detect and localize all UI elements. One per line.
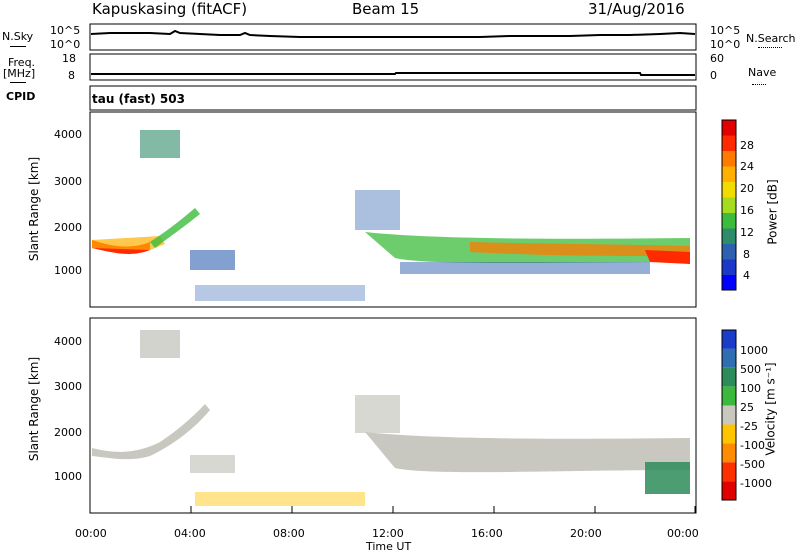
power-cbar-tick-2: 20 [740, 182, 754, 195]
velocity-right-upper [355, 395, 400, 433]
nsky-trace [90, 29, 696, 38]
freq-label-1: Freq. [8, 56, 36, 69]
velocity-ytick-1000: 1000 [54, 470, 82, 483]
freq-legend-line [10, 82, 26, 83]
nave-tick-top: 60 [710, 52, 724, 65]
power-cbar-tick-5: 8 [743, 248, 750, 261]
power-band-left-green [150, 208, 200, 248]
velocity-patch-mid [190, 455, 235, 473]
power-ytick-4000: 4000 [54, 128, 82, 141]
nsearch-label: N.Search [746, 32, 796, 45]
xtick-5: 20:00 [570, 527, 602, 540]
velocity-cbar-tick-4: -25 [740, 420, 758, 433]
power-patch-2 [190, 250, 235, 270]
power-near-range [195, 285, 365, 301]
date-title: 31/Aug/2016 [588, 0, 685, 18]
beam-title: Beam 15 [352, 0, 420, 18]
velocity-cbar-tick-6: -500 [740, 458, 765, 471]
cpid-panel [89, 85, 697, 111]
cpid-label: CPID [6, 90, 36, 103]
power-ytick-1000: 1000 [54, 264, 82, 277]
nave-legend-line [752, 84, 766, 85]
cpid-text: tau (fast) 503 [92, 92, 185, 106]
power-band-left-orange [92, 236, 165, 250]
power-cbar-tick-1: 24 [740, 160, 754, 173]
power-cbar-tick-6: 4 [743, 269, 750, 282]
velocity-cbar-tick-1: 500 [740, 363, 761, 376]
power-ytick-2000: 2000 [54, 221, 82, 234]
velocity-right-green [645, 462, 690, 494]
velocity-ytick-4000: 4000 [54, 335, 82, 348]
velocity-colorbar [721, 329, 737, 501]
xtick-1: 04:00 [174, 527, 206, 540]
nsky-tick-top: 10^5 [50, 24, 81, 37]
power-right-upper [355, 190, 400, 230]
velocity-near-range [195, 492, 365, 506]
power-cbar-tick-0: 28 [740, 139, 754, 152]
velocity-band-left [92, 404, 210, 460]
velocity-ytick-2000: 2000 [54, 426, 82, 439]
velocity-cbar-tick-7: -1000 [740, 477, 772, 490]
velocity-ytick-3000: 3000 [54, 380, 82, 393]
xtick-2: 08:00 [273, 527, 305, 540]
nsearch-tick-bottom: 10^0 [710, 38, 741, 51]
xtick-0: 00:00 [75, 527, 107, 540]
power-ytick-3000: 3000 [54, 175, 82, 188]
freq-panel [89, 53, 697, 81]
freq-tick-bottom: 8 [68, 69, 75, 82]
station-title: Kapuskasing (fitACF) [92, 0, 248, 18]
power-band-right-strong [470, 242, 690, 256]
power-cbar-tick-3: 16 [740, 204, 754, 217]
xtick-4: 16:00 [471, 527, 503, 540]
velocity-cbar-tick-2: 100 [740, 382, 761, 395]
velocity-heatmap [92, 330, 690, 506]
power-band-right-red [645, 250, 690, 264]
freq-label-2: [MHz] [3, 67, 36, 80]
velocity-patch-top [140, 330, 180, 358]
nsky-tick-bottom: 10^0 [50, 38, 81, 51]
nave-tick-bottom: 0 [710, 69, 717, 82]
power-heatmap [92, 130, 690, 301]
power-colorbar [721, 119, 737, 291]
velocity-band-right [365, 432, 690, 473]
nsearch-tick-top: 10^5 [710, 24, 741, 37]
power-cbar-tick-4: 12 [740, 226, 754, 239]
velocity-cbar-tick-5: -100 [740, 439, 765, 452]
power-band-right-blue [400, 262, 650, 274]
nsearch-legend-line [758, 47, 782, 48]
nsky-legend-line [10, 46, 26, 47]
power-panel [89, 111, 697, 308]
nsky-panel [89, 23, 697, 51]
xaxis-ticks [89, 506, 696, 513]
freq-trace [91, 72, 695, 76]
xaxis-label: Time UT [366, 540, 412, 553]
freq-tick-top: 18 [62, 52, 76, 65]
nsky-label: N.Sky [2, 30, 34, 43]
velocity-cbar-tick-3: 25 [740, 401, 754, 414]
power-patch-1 [140, 130, 180, 158]
xtick-3: 12:00 [372, 527, 404, 540]
velocity-cbar-tick-0: 1000 [740, 344, 768, 357]
nave-label: Nave [748, 66, 777, 79]
xtick-6: 00:00 [667, 527, 699, 540]
